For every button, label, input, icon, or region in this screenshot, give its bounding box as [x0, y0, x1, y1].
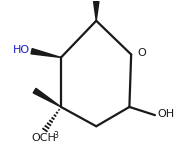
Polygon shape	[33, 88, 61, 107]
Text: OCH: OCH	[32, 133, 57, 143]
Text: 3: 3	[54, 131, 58, 140]
Text: OH: OH	[157, 109, 174, 119]
Text: HO: HO	[13, 45, 30, 55]
Polygon shape	[94, 2, 99, 21]
Text: O: O	[137, 48, 146, 58]
Polygon shape	[31, 49, 61, 57]
